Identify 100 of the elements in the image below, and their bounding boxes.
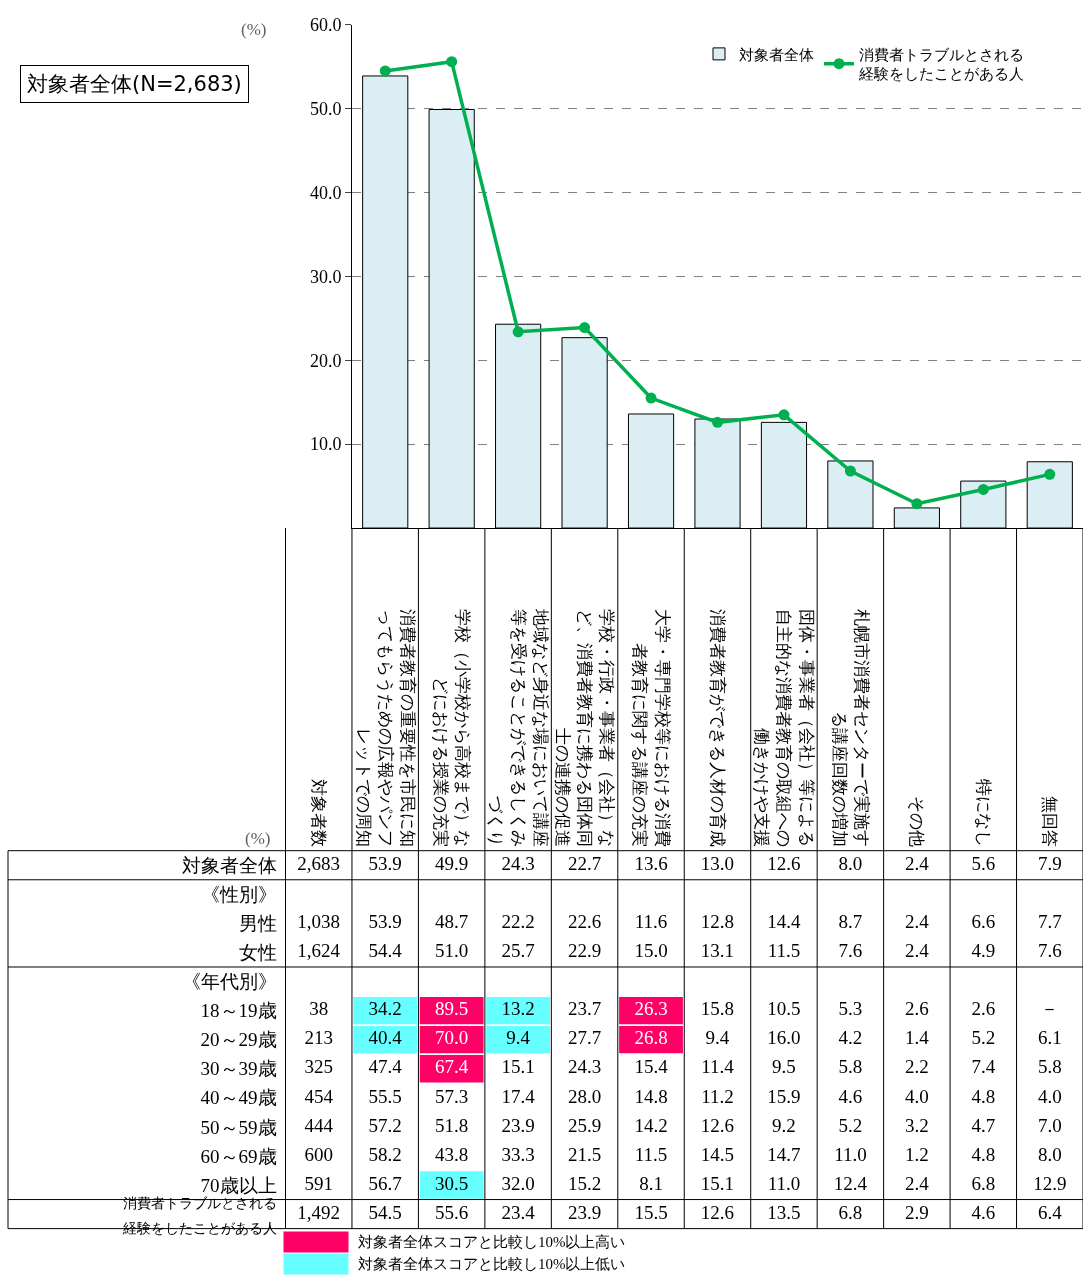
data-label: 5.2: [838, 1114, 863, 1136]
y-tick-label: 40.0: [309, 182, 342, 203]
data-label: 32.0: [501, 1172, 535, 1194]
data-label: 4.8: [971, 1143, 996, 1165]
data-label: 14.8: [634, 1085, 668, 1107]
data-label: 14.5: [700, 1143, 735, 1165]
point: [977, 483, 989, 495]
data-label: 23.7: [567, 998, 602, 1020]
x-tick-label: 特になし: [973, 779, 993, 848]
data-label: 600: [304, 1143, 333, 1165]
data-label: 7.0: [1037, 1114, 1062, 1136]
data-label: 38: [309, 998, 329, 1020]
legend-label: 対象者全体: [739, 45, 814, 64]
data-label: 14.2: [634, 1114, 668, 1136]
data-label: 2,683: [297, 852, 341, 874]
data-label: 53.9: [368, 911, 402, 933]
data-label: 7.9: [1037, 852, 1062, 874]
point: [512, 326, 524, 338]
data-label: 22.9: [567, 940, 602, 962]
y-tick-label: 50.0: [309, 98, 342, 119]
data-label: 15.4: [634, 1056, 669, 1078]
x-tick-label: 学校（小学校から高校まで）などにおける授業の充実: [431, 609, 473, 848]
y-tick-label: 《性別》: [200, 883, 277, 905]
data-label: 15.1: [501, 1056, 535, 1078]
data-label: 9.5: [772, 1056, 796, 1078]
data-label: 15.0: [634, 940, 668, 962]
data-label: 30.5: [435, 1172, 469, 1194]
y-tick-label: 対象者全体: [181, 854, 277, 876]
data-label: 454: [304, 1085, 334, 1107]
data-label: 11.5: [634, 1143, 668, 1165]
data-label: 444: [304, 1114, 334, 1136]
data-label: 4.8: [971, 1085, 996, 1107]
data-label: 4.9: [971, 940, 996, 962]
y-tick-label: 《年代別》: [181, 971, 277, 993]
data-label: 12.4: [833, 1172, 868, 1194]
data-label: 7.4: [971, 1056, 996, 1078]
x-tick-label: 消費者教育ができる人材の育成: [707, 609, 727, 848]
data-label: 15.1: [700, 1172, 735, 1194]
y-tick-label: 10.0: [309, 434, 342, 455]
y-tick-label: 30～39歳: [200, 1058, 277, 1080]
data-label: 9.4: [705, 1027, 730, 1049]
data-label: 25.7: [501, 940, 535, 962]
y-tick-label: 18～19歳: [200, 1000, 277, 1022]
data-label: 89.5: [435, 998, 469, 1020]
data-label: 7.6: [838, 940, 863, 962]
data-label: 325: [304, 1056, 333, 1078]
data-label: 5.2: [971, 1027, 996, 1049]
data-label: 23.4: [501, 1201, 536, 1223]
data-label: 1.4: [904, 1027, 930, 1049]
data-label: 15.5: [634, 1201, 668, 1223]
data-label: 6.8: [971, 1172, 996, 1194]
y-tick-label: 20.0: [309, 350, 342, 371]
data-label: 15.2: [567, 1172, 602, 1194]
y-tick-label: 60.0: [309, 15, 342, 36]
data-label: 56.7: [368, 1172, 402, 1194]
data-label: 2.6: [904, 998, 929, 1020]
data-label: 23.9: [501, 1114, 535, 1136]
data-label: 12.9: [1033, 1172, 1067, 1194]
data-label: 14.7: [767, 1143, 801, 1165]
data-label: 8.0: [1037, 1143, 1062, 1165]
data-label: 1,624: [297, 940, 341, 962]
point: [712, 416, 723, 428]
data-label: 67.4: [435, 1056, 469, 1078]
y-tick-label: 20～29歳: [200, 1029, 277, 1051]
point: [911, 498, 923, 510]
data-label: 25.9: [567, 1114, 602, 1136]
data-label: 6.6: [971, 911, 996, 933]
data-label: 13.5: [767, 1201, 801, 1223]
data-label: 4.0: [1037, 1085, 1062, 1107]
point: [645, 392, 657, 404]
data-label: 11.5: [767, 940, 801, 962]
data-label: 12.6: [700, 1114, 735, 1136]
legend-label: 消費者トラブルとされる経験をしたことがある人: [858, 45, 1024, 84]
y-tick-label: 男性: [238, 913, 277, 935]
data-label: 51.8: [435, 1114, 469, 1136]
x-tick-label: 地域など身近な場において講座等を受けることができるしくみづくり: [486, 608, 550, 848]
data-label: 2.6: [971, 998, 996, 1020]
text: －: [1040, 998, 1060, 1020]
data-label: 5.8: [1037, 1056, 1062, 1078]
data-label: 58.2: [368, 1143, 402, 1165]
y-tick-label: 女性: [238, 942, 277, 964]
data-label: 11.0: [767, 1172, 801, 1194]
data-label: 47.4: [368, 1056, 403, 1078]
data-label: 13.1: [700, 940, 735, 962]
data-label: 51.0: [435, 940, 469, 962]
y-tick-label: 50～59歳: [200, 1116, 277, 1138]
data-label: 9.4: [506, 1027, 531, 1049]
data-label: 2.4: [904, 940, 930, 962]
data-label: 2.4: [904, 1172, 930, 1194]
data-label: 4.7: [971, 1114, 996, 1136]
data-label: 8.0: [838, 852, 863, 874]
text: 対象者全体スコアと比較し10%以上高い: [358, 1234, 626, 1250]
data-label: 591: [304, 1172, 333, 1194]
data-label: 14.4: [767, 911, 802, 933]
data-label: 28.0: [567, 1085, 602, 1107]
data-label: 2.4: [904, 911, 930, 933]
data-label: 3.2: [904, 1114, 929, 1136]
data-label: 17.4: [501, 1085, 536, 1107]
data-label: 48.7: [435, 911, 469, 933]
point: [1044, 468, 1056, 480]
